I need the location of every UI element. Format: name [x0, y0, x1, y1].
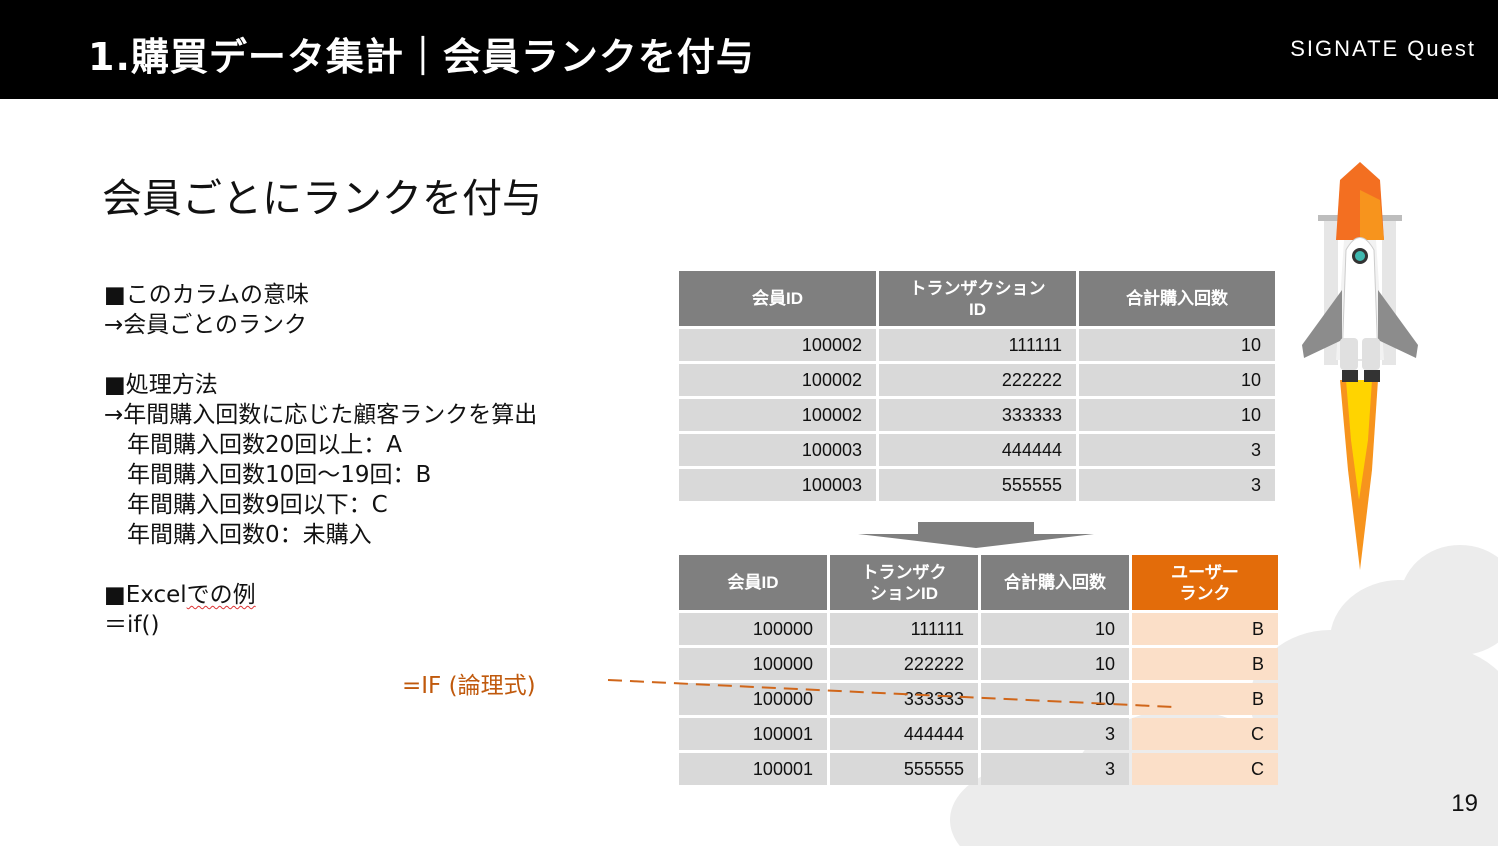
text-line: ＝if()	[104, 612, 160, 638]
table-cell: 100000	[679, 683, 827, 715]
header-member-id: 会員ID	[679, 271, 876, 326]
page-number: 19	[1451, 790, 1478, 817]
table-cell: 3	[981, 753, 1129, 785]
body-text-block: ■このカラムの意味 →会員ごとのランク ■処理方法 →年間購入回数に応じた顧客ラ…	[104, 280, 537, 640]
text-line: 年間購入回数0：未購入	[104, 522, 372, 548]
table-cell: 3	[1079, 434, 1275, 466]
table-cell: 10	[1079, 399, 1275, 431]
table-cell: 100001	[679, 753, 827, 785]
header-user-rank: ユーザー ランク	[1132, 555, 1278, 610]
rank-cell: B	[1132, 613, 1278, 645]
table-row: 100000 333333 10 B	[679, 683, 1278, 715]
table-row: 100000 111111 10 B	[679, 613, 1278, 645]
text-line: 年間購入回数10回～19回：B	[104, 462, 432, 488]
text-line: ■Excelでの例	[104, 580, 537, 610]
table-cell: 333333	[830, 683, 978, 715]
table-cell: 100000	[679, 648, 827, 680]
table-row: 100002 333333 10	[679, 399, 1275, 431]
table-cell: 222222	[830, 648, 978, 680]
table-cell: 222222	[879, 364, 1076, 396]
slide-header: 1.購買データ集計｜会員ランクを付与 SIGNATE Quest	[0, 0, 1498, 99]
table-cell: 100002	[679, 329, 876, 361]
header-transaction-id: トランザクション ID	[879, 271, 1076, 326]
header-transaction-id: トランザク ションID	[830, 555, 978, 610]
table-cell: 111111	[879, 329, 1076, 361]
table-row: 100002 222222 10	[679, 364, 1275, 396]
text-line: 年間購入回数20回以上：A	[104, 432, 403, 458]
table-cell: 555555	[830, 753, 978, 785]
text-line: →年間購入回数に応じた顧客ランクを算出	[104, 402, 538, 428]
rank-cell: B	[1132, 683, 1278, 715]
header-total-count: 合計購入回数	[1079, 271, 1275, 326]
table-cell: 444444	[830, 718, 978, 750]
text-line: →会員ごとのランク	[104, 312, 308, 338]
rank-cell: C	[1132, 753, 1278, 785]
table-cell: 100002	[679, 399, 876, 431]
header-total-count: 合計購入回数	[981, 555, 1129, 610]
table-cell: 333333	[879, 399, 1076, 431]
table-cell: 10	[981, 648, 1129, 680]
table-cell: 10	[981, 613, 1129, 645]
table-cell: 111111	[830, 613, 978, 645]
slide-subtitle: 会員ごとにランクを付与	[102, 176, 542, 222]
rank-cell: C	[1132, 718, 1278, 750]
table-cell: 555555	[879, 469, 1076, 501]
slide-title: 1.購買データ集計｜会員ランクを付与	[88, 35, 755, 79]
table-cell: 444444	[879, 434, 1076, 466]
table-cell: 10	[1079, 364, 1275, 396]
text-line: 年間購入回数9回以下：C	[104, 492, 388, 518]
brand-logo-text: SIGNATE Quest	[1290, 36, 1476, 61]
table-row: 100003 555555 3	[679, 469, 1275, 501]
smoke-cloud	[950, 545, 1498, 846]
source-table: 会員ID トランザクション ID 合計購入回数 100002 111111 10…	[676, 268, 1278, 504]
table-row: 100000 222222 10 B	[679, 648, 1278, 680]
excel-prefix: ■Excel	[104, 582, 187, 608]
table-cell: 100003	[679, 469, 876, 501]
table-cell: 100001	[679, 718, 827, 750]
table-cell: 100002	[679, 364, 876, 396]
rank-cell: B	[1132, 648, 1278, 680]
table-row: 100001 555555 3 C	[679, 753, 1278, 785]
text-line: ■このカラムの意味	[104, 282, 310, 308]
if-formula-label: =IF (論理式)	[402, 673, 536, 699]
table-cell: 3	[1079, 469, 1275, 501]
table-cell: 100000	[679, 613, 827, 645]
table-cell: 3	[981, 718, 1129, 750]
table-cell: 10	[981, 683, 1129, 715]
table-cell: 100003	[679, 434, 876, 466]
table-row: 100001 444444 3 C	[679, 718, 1278, 750]
table-row: 100003 444444 3	[679, 434, 1275, 466]
rocket-icon	[1302, 162, 1418, 570]
table-cell: 10	[1079, 329, 1275, 361]
header-member-id: 会員ID	[679, 555, 827, 610]
text-line: ■処理方法	[104, 372, 218, 398]
table-row: 100002 111111 10	[679, 329, 1275, 361]
result-table: 会員ID トランザク ションID 合計購入回数 ユーザー ランク 100000 …	[676, 552, 1281, 788]
spellcheck-text: での例	[186, 582, 256, 608]
